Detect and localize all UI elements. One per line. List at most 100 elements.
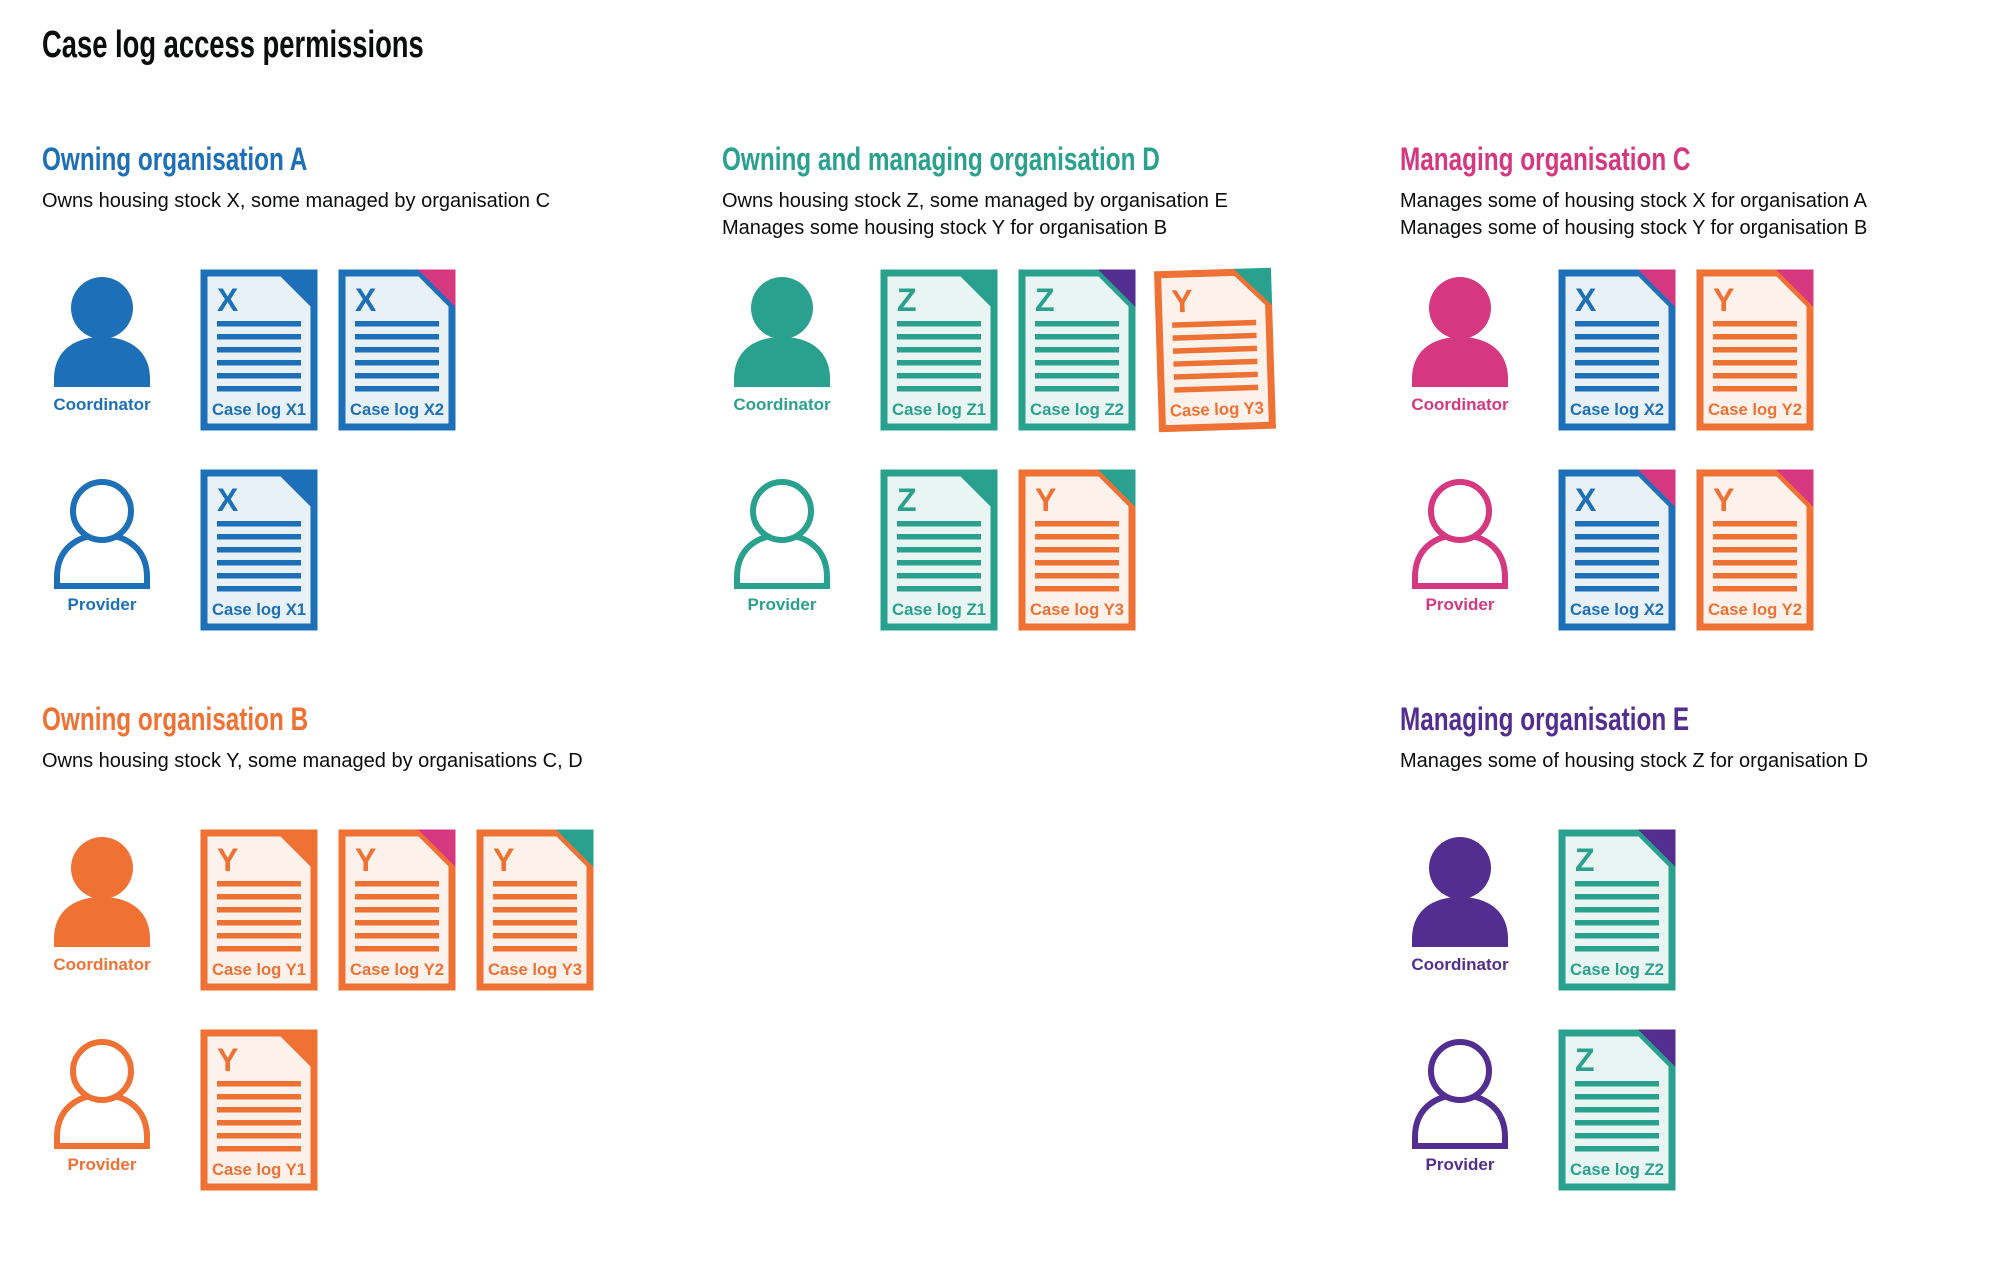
doc-label: Case log Z2 <box>1570 960 1664 979</box>
fold-corner-icon <box>418 829 456 867</box>
org-rows: Coordinator Y Case log Y1 Y Case log Y2 Y Case… <box>42 829 722 1229</box>
doc-text-lines <box>1713 521 1797 592</box>
person-body <box>54 897 150 947</box>
case-log-document: Z Case log Z2 <box>1018 269 1136 431</box>
org-description: Manages some of housing stock X for orga… <box>1400 188 2000 269</box>
role-row-coordinator: Coordinator Y Case log Y1 Y Case log Y2 Y Case… <box>42 829 722 1029</box>
role-row-coordinator: Coordinator X Case log X1 X Case log X2 <box>42 269 722 469</box>
org-heading: Managing organisation E <box>1400 701 1690 737</box>
case-log-document: X Case log X1 <box>200 469 318 631</box>
doc-text-lines <box>1172 319 1259 393</box>
fold-corner-icon <box>280 469 318 507</box>
doc-text-lines <box>355 321 439 392</box>
document-group: Z Case log Z2 <box>1558 1029 1676 1191</box>
person-icon <box>734 277 830 387</box>
doc-letter: Z <box>1035 282 1055 318</box>
document-group: Z Case log Z1 Z Case log Z2 Y Case log Y3 <box>880 267 1276 433</box>
document-icon: Y Case log Y3 <box>1018 469 1136 631</box>
doc-letter: X <box>1575 482 1597 518</box>
org-description-line: Manages some housing stock Y for organis… <box>722 217 1168 239</box>
document-icon: X Case log X2 <box>338 269 456 431</box>
person-head <box>1428 1039 1492 1103</box>
doc-label: Case log X1 <box>212 600 306 619</box>
person-figure: Coordinator <box>42 829 162 975</box>
person-icon <box>734 479 830 589</box>
person-head <box>1429 837 1491 899</box>
doc-text-lines <box>217 321 301 392</box>
doc-label: Case log Z1 <box>892 400 986 419</box>
doc-letter: Y <box>493 842 514 878</box>
document-group: Z Case log Z1 Y Case log Y3 <box>880 469 1136 631</box>
person-body <box>1412 897 1508 947</box>
person-icon <box>54 277 150 387</box>
person-icon <box>1412 479 1508 589</box>
role-label: Provider <box>1425 1155 1495 1174</box>
org-rows: Coordinator X Case log X2 Y Case log Y2 Provi… <box>1400 269 2000 669</box>
case-log-document: Y Case log Y2 <box>338 829 456 991</box>
org-description-line: Manages some of housing stock Z for orga… <box>1400 750 1869 772</box>
role-row-coordinator: Coordinator Z Case log Z2 <box>1400 829 2000 1029</box>
document-group: X Case log X1 <box>200 469 318 631</box>
doc-letter: Y <box>1713 482 1734 518</box>
org-description: Owns housing stock Z, some managed by or… <box>722 188 1400 269</box>
person-icon <box>1412 277 1508 387</box>
document-icon: Z Case log Z1 <box>880 469 998 631</box>
person-head <box>71 277 133 339</box>
person-icon <box>54 479 150 589</box>
person-figure: Coordinator <box>1400 829 1520 975</box>
document-group: Y Case log Y1 <box>200 1029 318 1191</box>
org-description: Owns housing stock Y, some managed by or… <box>42 748 722 829</box>
doc-text-lines <box>1575 321 1659 392</box>
fold-corner-icon <box>1233 267 1273 306</box>
fold-corner-icon <box>1638 469 1676 507</box>
fold-corner-icon <box>1776 269 1814 307</box>
person-icon <box>54 837 150 947</box>
doc-text-lines <box>1035 521 1119 592</box>
role-label: Coordinator <box>53 395 151 414</box>
document-group: Z Case log Z2 <box>1558 829 1676 991</box>
case-log-document: X Case log X1 <box>200 269 318 431</box>
org-description-line: Manages some of housing stock X for orga… <box>1400 190 1867 212</box>
doc-letter: Z <box>897 282 917 318</box>
doc-letter: X <box>217 282 239 318</box>
doc-label: Case log Y1 <box>212 960 306 979</box>
org-rows: Coordinator Z Case log Z1 Z Case log Z2 Y Case… <box>722 267 1400 669</box>
org-heading: Owning organisation A <box>42 141 308 177</box>
fold-corner-icon <box>1776 469 1814 507</box>
doc-letter: Z <box>897 482 917 518</box>
person-figure: Coordinator <box>722 269 842 415</box>
person-head <box>71 837 133 899</box>
document-icon: X Case log X2 <box>1558 269 1676 431</box>
doc-label: Case log Z2 <box>1030 400 1124 419</box>
person-icon <box>54 1039 150 1149</box>
fold-corner-icon <box>1638 269 1676 307</box>
document-icon: Y Case log Y3 <box>476 829 594 991</box>
case-log-document: Z Case log Z1 <box>880 469 998 631</box>
fold-corner-icon <box>280 829 318 867</box>
doc-label: Case log Y3 <box>488 960 582 979</box>
org-section-e: Managing organisation E Manages some of h… <box>1400 700 2000 1229</box>
doc-text-lines <box>1575 881 1659 952</box>
person-icon <box>1412 1039 1508 1149</box>
doc-label: Case log Y1 <box>212 1160 306 1179</box>
doc-label: Case log Z2 <box>1570 1160 1664 1179</box>
person-figure: Provider <box>42 1029 162 1175</box>
person-figure: Provider <box>1400 469 1520 615</box>
case-log-document: Y Case log Y3 <box>476 829 594 991</box>
doc-letter: Y <box>217 842 238 878</box>
fold-corner-icon <box>1098 469 1136 507</box>
case-log-document: Y Case log Y1 <box>200 1029 318 1191</box>
role-label: Provider <box>1425 595 1495 614</box>
document-icon: Z Case log Z2 <box>1558 829 1676 991</box>
person-head <box>70 479 134 543</box>
role-label: Provider <box>747 595 817 614</box>
document-icon: Y Case log Y2 <box>1696 469 1814 631</box>
doc-label: Case log Z1 <box>892 600 986 619</box>
org-description-line: Owns housing stock X, some managed by or… <box>42 190 551 212</box>
doc-text-lines <box>1575 1081 1659 1152</box>
role-row-provider: Provider Z Case log Z2 <box>1400 1029 2000 1229</box>
person-body <box>734 337 830 387</box>
document-group: X Case log X2 Y Case log Y2 <box>1558 469 1814 631</box>
person-figure: Coordinator <box>1400 269 1520 415</box>
